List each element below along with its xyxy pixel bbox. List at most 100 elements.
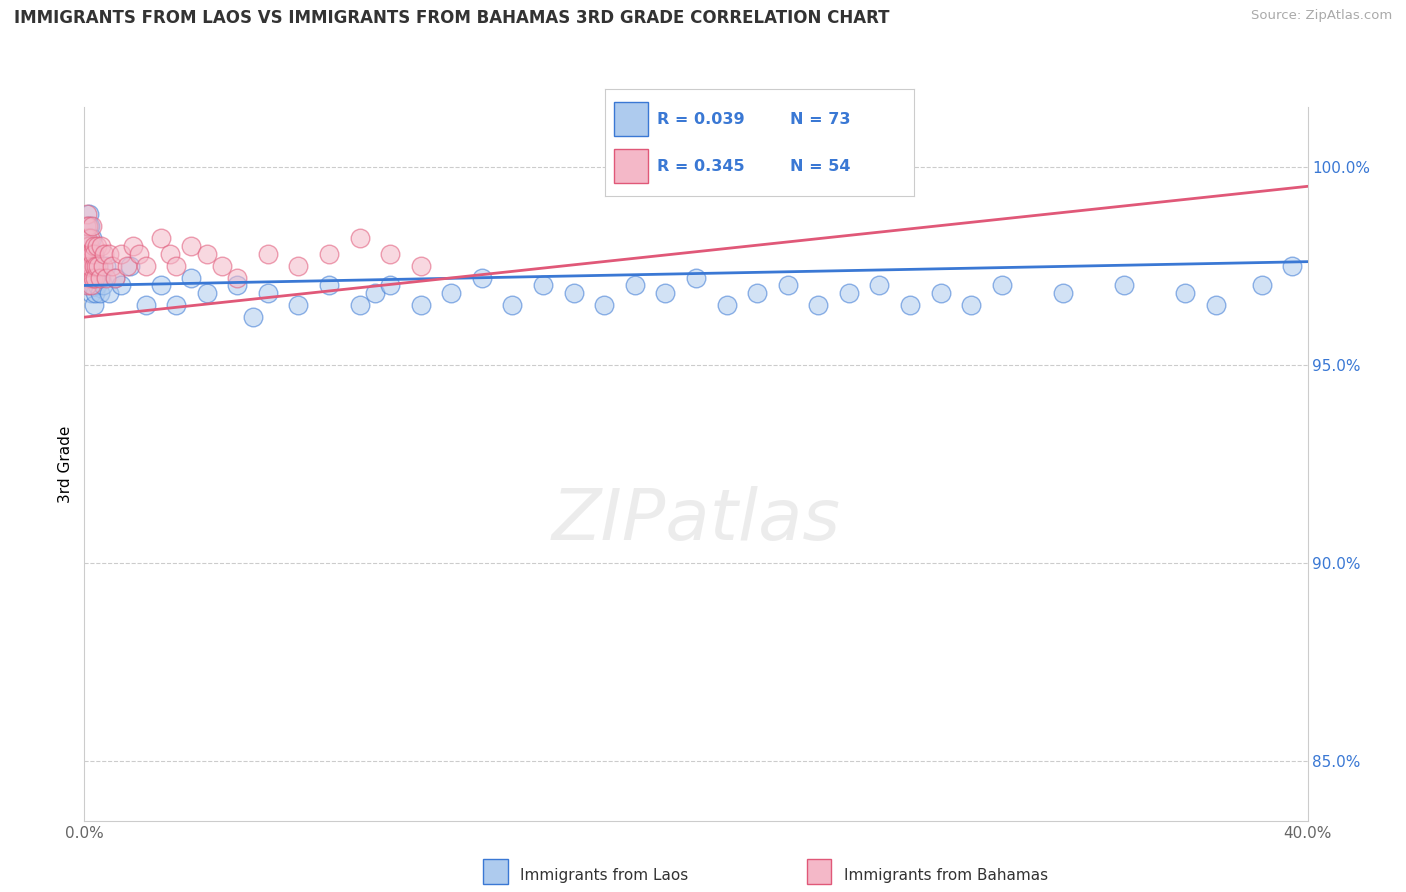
Point: [685, 270, 707, 285]
Point: [77, 219, 100, 233]
Point: [90, 239, 112, 253]
Point: [654, 286, 676, 301]
Point: [104, 270, 127, 285]
Text: R = 0.345: R = 0.345: [657, 159, 745, 174]
Point: [76, 231, 98, 245]
Point: [531, 278, 554, 293]
Bar: [807, 860, 831, 885]
Point: [80, 246, 103, 260]
Point: [716, 298, 738, 312]
Point: [776, 278, 799, 293]
Point: [242, 310, 264, 325]
Point: [349, 298, 371, 312]
Point: [77, 239, 100, 253]
Point: [562, 286, 585, 301]
Point: [409, 259, 432, 273]
Point: [120, 259, 142, 273]
Point: [115, 259, 138, 273]
Point: [83, 246, 105, 260]
Point: [76, 278, 98, 293]
Point: [501, 298, 523, 312]
Text: IMMIGRANTS FROM LAOS VS IMMIGRANTS FROM BAHAMAS 3RD GRADE CORRELATION CHART: IMMIGRANTS FROM LAOS VS IMMIGRANTS FROM …: [14, 9, 890, 27]
Point: [84, 286, 107, 301]
Point: [80, 231, 103, 245]
Point: [211, 259, 233, 273]
Point: [75, 246, 97, 260]
Point: [83, 298, 105, 312]
Point: [440, 286, 463, 301]
Bar: [614, 102, 648, 136]
Point: [89, 286, 111, 301]
Point: [75, 246, 97, 260]
Text: Immigrants from Bahamas: Immigrants from Bahamas: [844, 869, 1047, 883]
Point: [898, 298, 921, 312]
Point: [80, 259, 103, 273]
Point: [97, 286, 120, 301]
Text: N = 54: N = 54: [790, 159, 851, 174]
Point: [84, 259, 107, 273]
Point: [165, 298, 187, 312]
Point: [80, 278, 103, 293]
Point: [79, 246, 101, 260]
Point: [77, 270, 100, 285]
Point: [79, 219, 101, 233]
Point: [1114, 278, 1136, 293]
Point: [960, 298, 983, 312]
Point: [226, 270, 249, 285]
Point: [76, 259, 98, 273]
Bar: [484, 860, 508, 885]
Point: [86, 239, 108, 253]
Point: [1281, 259, 1303, 273]
Point: [76, 270, 98, 285]
Point: [77, 246, 100, 260]
Point: [110, 278, 132, 293]
Point: [76, 219, 98, 233]
Point: [593, 298, 616, 312]
Point: [77, 246, 100, 260]
Point: [929, 286, 952, 301]
Point: [83, 270, 105, 285]
Point: [75, 239, 97, 253]
Point: [91, 278, 114, 293]
Point: [83, 239, 105, 253]
Point: [471, 270, 494, 285]
Point: [349, 231, 371, 245]
Point: [101, 259, 124, 273]
Point: [87, 259, 110, 273]
Point: [869, 278, 891, 293]
Point: [1205, 298, 1227, 312]
Point: [89, 270, 111, 285]
Point: [79, 259, 101, 273]
Point: [380, 278, 402, 293]
Point: [80, 286, 103, 301]
Point: [807, 298, 830, 312]
Point: [79, 270, 101, 285]
Point: [1174, 286, 1197, 301]
Point: [77, 259, 100, 273]
Point: [128, 246, 150, 260]
Point: [318, 278, 340, 293]
Point: [83, 246, 105, 260]
Point: [165, 259, 187, 273]
Point: [94, 259, 117, 273]
Point: [76, 231, 98, 245]
Point: [79, 270, 101, 285]
Point: [287, 298, 309, 312]
Point: [93, 246, 115, 260]
Point: [91, 259, 114, 273]
Point: [90, 270, 112, 285]
Text: Immigrants from Laos: Immigrants from Laos: [520, 869, 689, 883]
Point: [135, 259, 157, 273]
Point: [257, 246, 280, 260]
Point: [318, 246, 340, 260]
Point: [75, 219, 97, 233]
Point: [94, 270, 117, 285]
Point: [624, 278, 647, 293]
Point: [990, 278, 1012, 293]
Point: [149, 231, 172, 245]
Point: [84, 270, 107, 285]
Point: [73, 259, 96, 273]
Point: [77, 239, 100, 253]
Point: [79, 231, 101, 245]
Point: [82, 270, 104, 285]
